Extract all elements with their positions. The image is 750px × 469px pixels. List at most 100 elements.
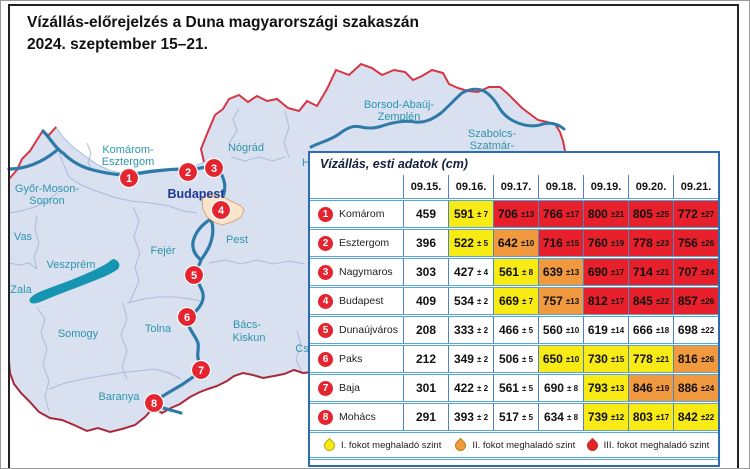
value-cell: 760 ±19	[583, 230, 628, 256]
water-level-value: 803	[632, 410, 653, 424]
value-cell: 666 ±18	[628, 317, 673, 343]
value-cell: 778 ±23	[628, 230, 673, 256]
water-level-value: 669	[498, 294, 519, 308]
uncertainty-value: ±26	[700, 296, 715, 306]
water-level-value: 560	[542, 323, 563, 337]
station-name: Nagymaros	[339, 266, 393, 278]
station-marker: 8	[143, 392, 165, 414]
uncertainty-value: ±17	[610, 296, 625, 306]
value-cell: 466 ± 5	[493, 317, 538, 343]
map-labels: Komárom-EsztergomNógrádGyőr-Moson-Sopron…	[10, 99, 516, 403]
uncertainty-value: ± 8	[566, 383, 579, 393]
station-marker: 7	[190, 359, 212, 381]
city-label-budapest: Budapest	[168, 187, 226, 201]
station-marker: 2	[177, 161, 199, 183]
value-cell: 301	[403, 375, 448, 401]
water-level-value: 396	[415, 236, 437, 250]
table-row: 5 Dunaújváros 208 333 ± 2 466 ± 5 560 ±10 619 ±14 6…	[310, 314, 718, 343]
table-row: 1 Komárom 459 591 ± 7 706 ±13 766 ±17 800 ±21 805 ±2…	[310, 198, 718, 227]
station-name: Paks	[339, 353, 363, 365]
station-marker: 1	[118, 167, 140, 189]
station-marker: 6	[176, 306, 198, 328]
table-legend: I. fokot meghaladó szint II. fokot meghal…	[310, 433, 718, 460]
station-cell: 3 Nagymaros	[310, 259, 403, 285]
marker-number: 5	[191, 270, 197, 282]
water-level-value: 757	[542, 294, 563, 308]
station-number-badge: 7	[318, 380, 333, 396]
uncertainty-value: ± 5	[521, 412, 534, 422]
value-cell: 805 ±25	[628, 201, 673, 227]
lake-balaton	[29, 259, 120, 304]
station-marker: 3	[203, 157, 225, 179]
station-number-badge: 3	[318, 264, 333, 280]
station-number-badge: 5	[318, 322, 333, 338]
marker-circle	[183, 264, 205, 286]
uncertainty-value: ± 8	[521, 267, 534, 277]
station-cell: 6 Paks	[310, 346, 403, 372]
uncertainty-value: ±12	[610, 412, 625, 422]
column-header: 09.17.	[493, 175, 538, 198]
county-label: Győr-Moson-	[15, 183, 80, 195]
station-cell: 4 Budapest	[310, 288, 403, 314]
water-level-value: 422	[453, 381, 474, 395]
county-label: Vas	[14, 231, 33, 243]
station-cell: 8 Mohács	[310, 404, 403, 430]
value-cell: 698 ±22	[673, 317, 718, 343]
uncertainty-value: ±22	[700, 325, 715, 335]
table-row: 8 Mohács 291 393 ± 2 517 ± 5 634 ± 8 739 ±12 803 ±17…	[310, 401, 718, 430]
value-cell: 506 ± 5	[493, 346, 538, 372]
water-level-value: 730	[587, 352, 608, 366]
county-label: Esztergom	[102, 156, 155, 168]
legend-label: I. fokot meghaladó szint	[341, 439, 442, 451]
county-label: Pest	[226, 234, 248, 246]
water-level-value: 756	[677, 236, 698, 250]
value-cell: 333 ± 2	[448, 317, 493, 343]
station-number-badge: 6	[318, 351, 333, 367]
table-row: 2 Esztergom 396 522 ± 5 642 ±10 716 ±15 760 ±19 778…	[310, 227, 718, 256]
station-number-badge: 8	[318, 409, 333, 425]
water-level-value: 778	[632, 352, 653, 366]
water-level-value: 459	[415, 207, 437, 221]
water-level-value: 639	[542, 265, 563, 279]
station-cell: 5 Dunaújváros	[310, 317, 403, 343]
droplet-icon	[321, 437, 338, 453]
value-cell: 650 ±10	[538, 346, 583, 372]
water-level-value: 842	[677, 410, 698, 424]
value-cell: 730 ±15	[583, 346, 628, 372]
value-cell: 393 ± 2	[448, 404, 493, 430]
marker-number: 2	[185, 167, 191, 179]
value-cell: 522 ± 5	[448, 230, 493, 256]
water-level-value: 333	[453, 323, 474, 337]
value-cell: 846 ±19	[628, 375, 673, 401]
value-cell: 707 ±24	[673, 259, 718, 285]
table-rows: 1 Komárom 459 591 ± 7 706 ±13 766 ±17 800 ±21 805 ±2…	[310, 198, 718, 433]
marker-circle	[177, 161, 199, 183]
county-label: Sopron	[29, 195, 64, 207]
station-name: Dunaújváros	[339, 324, 398, 336]
table-header: 09.15. 09.16. 09.17. 09.18. 09.19. 09.20. 09.2…	[310, 175, 718, 198]
water-level-value: 466	[498, 323, 519, 337]
water-level-value: 619	[587, 323, 608, 337]
value-cell: 422 ± 2	[448, 375, 493, 401]
uncertainty-value: ± 2	[476, 325, 489, 335]
county-label: Komárom-	[102, 144, 154, 156]
value-cell: 303	[403, 259, 448, 285]
value-cell: 534 ± 2	[448, 288, 493, 314]
droplet-icon	[453, 437, 469, 453]
uncertainty-value: ±10	[565, 325, 580, 335]
value-cell: 690 ±17	[583, 259, 628, 285]
water-level-value: 812	[587, 294, 608, 308]
marker-circle	[203, 157, 225, 179]
station-cell: 7 Baja	[310, 375, 403, 401]
uncertainty-value: ±15	[610, 354, 625, 364]
uncertainty-value: ±21	[655, 354, 670, 364]
water-level-value: 714	[632, 265, 653, 279]
legend-label: III. fokot meghaladó szint	[603, 439, 710, 451]
uncertainty-value: ± 7	[476, 209, 489, 219]
legend-item: III. fokot meghaladó szint	[584, 437, 718, 453]
county-label: Fejér	[150, 245, 175, 257]
value-cell: 561 ± 5	[493, 375, 538, 401]
station-column-spacer	[310, 175, 403, 198]
marker-number: 4	[218, 205, 225, 217]
